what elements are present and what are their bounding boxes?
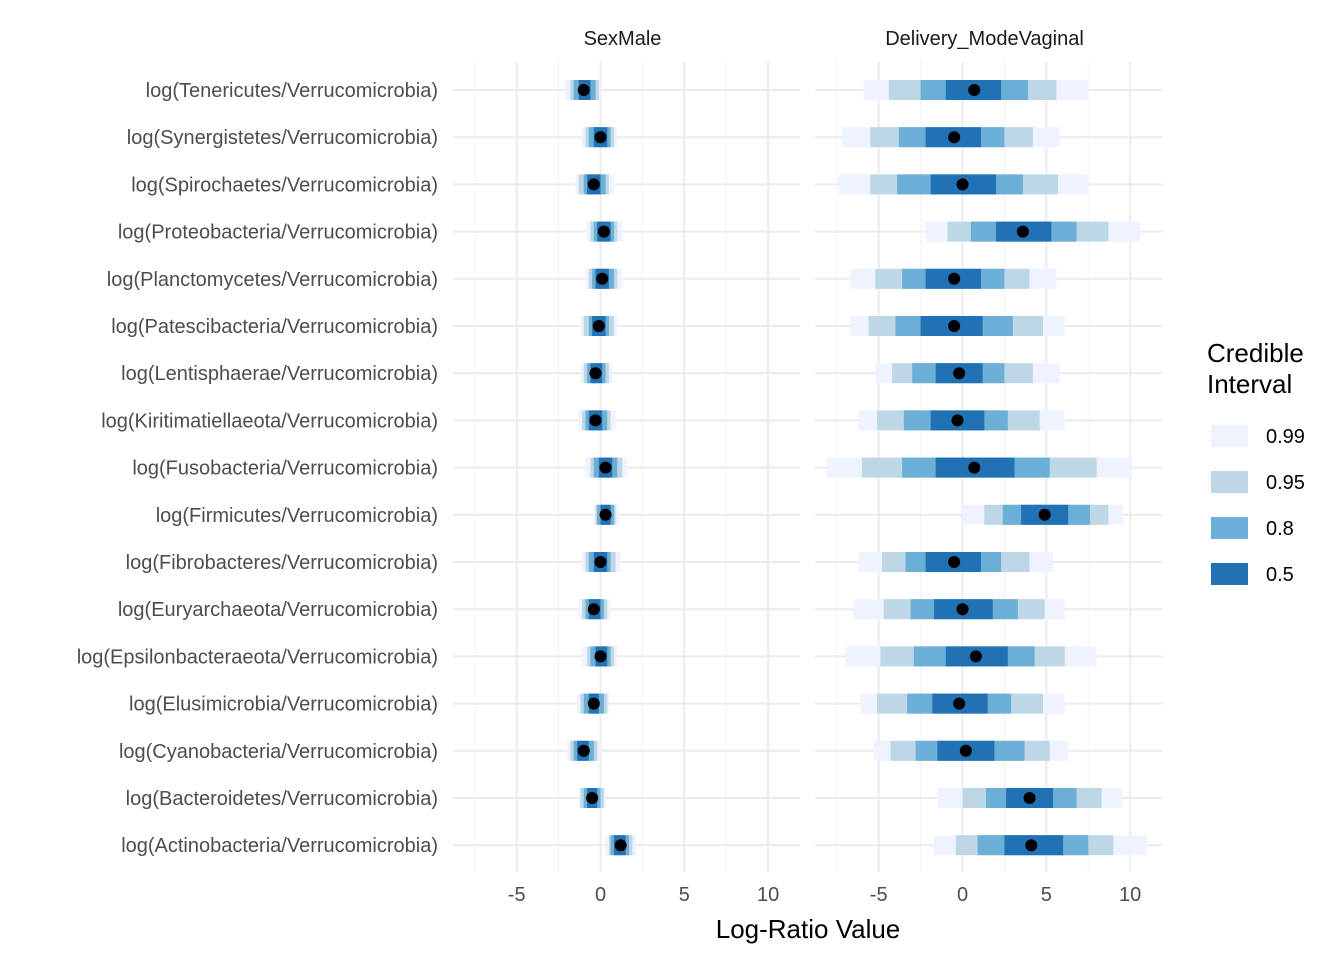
median-point [948,556,961,568]
y-tick-label: log(Spirochaetes/Verrucomicrobia) [131,174,438,196]
y-tick-label: log(Actinobacteria/Verrucomicrobia) [121,835,438,857]
legend-title-line-2: Interval [1207,369,1292,399]
y-tick-label: log(Kiritimatiellaeota/Verrucomicrobia) [101,410,438,432]
legend-label: 0.5 [1266,564,1294,586]
median-point [577,84,590,96]
median-point [594,556,607,568]
median-point [587,697,600,710]
median-point [953,697,966,710]
y-tick-label: log(Cyanobacteria/Verrucomicrobia) [119,741,438,763]
y-tick-label: log(Lentisphaerae/Verrucomicrobia) [121,363,438,385]
facet-panel-1: SexMale -5 0 5 10 [453,28,800,906]
median-point [589,367,602,380]
legend-label: 0.99 [1266,426,1305,448]
y-tick-label: log(Fusobacteria/Verrucomicrobia) [132,458,438,480]
median-point [594,650,607,663]
legend-label: 0.95 [1266,472,1305,494]
median-point [969,650,982,663]
y-tick-label: log(Proteobacteria/Verrucomicrobia) [118,222,438,244]
median-point [587,603,600,616]
median-point [948,320,961,332]
facet-strip-label: SexMale [584,28,662,50]
median-point [1025,839,1038,852]
median-point [968,84,981,96]
x-tick-label: -5 [870,884,888,906]
median-point [599,508,612,521]
median-point [597,225,610,238]
median-point [1016,225,1029,238]
x-tick-label: 10 [757,884,779,906]
median-point [956,603,969,616]
x-tick-label: 0 [957,884,968,906]
legend-swatch [1211,563,1248,585]
y-axis-labels: log(Tenericutes/Verrucomicrobia) log(Syne… [77,80,438,857]
facet-panel-2: Delivery_ModeVaginal -5 0 5 10 [815,28,1162,906]
median-point [956,178,969,191]
x-tick-label: -5 [508,884,526,906]
legend-label: 0.8 [1266,518,1294,540]
y-tick-label: log(Firmicutes/Verrucomicrobia) [156,505,438,527]
median-point [614,839,627,852]
legend-swatch [1211,425,1248,447]
y-tick-label: log(Synergistetes/Verrucomicrobia) [127,127,438,149]
median-point [948,131,961,144]
median-point [592,320,605,332]
median-point [1038,508,1051,521]
median-point [594,131,607,144]
median-point [596,272,609,285]
median-point [589,414,602,427]
x-tick-label: 5 [679,884,690,906]
y-tick-label: log(Epsilonbacteraeota/Verrucomicrobia) [77,646,438,668]
median-point [577,744,590,757]
x-tick-label: 0 [595,884,606,906]
legend-swatch [1211,517,1248,539]
y-tick-label: log(Planctomycetes/Verrucomicrobia) [107,269,438,291]
y-tick-label: log(Bacteroidetes/Verrucomicrobia) [126,788,438,810]
median-point [599,461,612,474]
x-tick-label: 10 [1119,884,1141,906]
legend-swatch [1211,471,1248,493]
median-point [959,744,972,757]
y-tick-label: log(Elusimicrobia/Verrucomicrobia) [129,694,438,716]
median-point [953,367,966,380]
legend-title-line-1: Credible [1207,338,1304,368]
y-tick-label: log(Euryarchaeota/Verrucomicrobia) [118,599,438,621]
x-axis-title: Log-Ratio Value [716,914,901,944]
y-tick-label: log(Patescibacteria/Verrucomicrobia) [111,316,438,338]
median-point [587,178,600,191]
median-point [968,461,981,474]
x-tick-label: 5 [1041,884,1052,906]
median-point [1023,792,1036,804]
panels: SexMale -5 0 5 10 Delivery_ModeVaginal -5 0 5 10 [453,28,1162,906]
median-point [586,792,599,804]
median-point [948,272,961,285]
y-tick-label: log(Tenericutes/Verrucomicrobia) [146,80,438,102]
facet-strip-label: Delivery_ModeVaginal [885,28,1084,50]
median-point [951,414,964,427]
y-tick-label: log(Fibrobacteres/Verrucomicrobia) [126,552,438,574]
